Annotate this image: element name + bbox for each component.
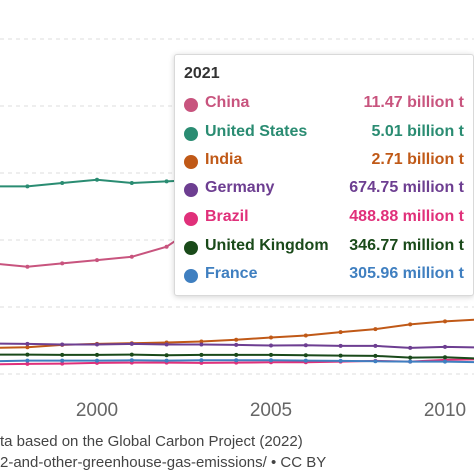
tooltip-row-brazil: Brazil 488.88 million t (184, 206, 474, 232)
tooltip-row-united-states: United States 5.01 billion t (184, 121, 474, 147)
data-point (408, 345, 413, 350)
data-point (234, 358, 239, 363)
data-point (129, 341, 134, 346)
tooltip-series-value: 11.47 billion t (363, 94, 464, 111)
data-point (95, 352, 99, 357)
data-point (338, 353, 343, 358)
tooltip-series-value: 305.96 million t (349, 265, 464, 282)
data-point (164, 342, 169, 347)
data-point (269, 352, 273, 357)
data-point (234, 337, 239, 342)
legend-dot-icon (184, 269, 198, 283)
tooltip-series-value: 488.88 million t (349, 208, 464, 225)
data-point (60, 342, 65, 347)
data-point (164, 353, 169, 358)
data-point (303, 333, 308, 338)
data-point (373, 327, 378, 332)
data-point (129, 181, 134, 185)
data-point (60, 181, 65, 185)
data-point (199, 358, 204, 363)
legend-dot-icon (184, 183, 198, 197)
data-point (25, 352, 30, 357)
data-point (373, 343, 378, 348)
data-point (25, 345, 30, 350)
data-point (95, 358, 99, 363)
data-point (303, 358, 308, 363)
x-axis-ticks: 199520002005201020152021 (76, 400, 466, 421)
data-point (373, 353, 378, 358)
data-point (338, 330, 343, 335)
data-point (408, 355, 413, 360)
data-point (95, 342, 99, 347)
hover-tooltip: 2021 China 11.47 billion t United States… (174, 54, 474, 296)
data-point (408, 359, 413, 364)
data-point (129, 358, 134, 363)
data-point (443, 344, 447, 349)
data-point (60, 261, 65, 266)
tooltip-row-india: India 2.71 billion t (184, 149, 474, 175)
data-point (25, 361, 30, 366)
data-point (443, 355, 447, 360)
data-point (60, 358, 65, 363)
data-point (269, 335, 273, 340)
legend-dot-icon (184, 127, 198, 141)
data-point (303, 343, 308, 348)
tooltip-series-name: France (205, 265, 258, 282)
legend-dot-icon (184, 241, 198, 255)
data-point (25, 184, 30, 189)
tooltip-row-france: France 305.96 million t (184, 263, 474, 289)
data-point (269, 343, 273, 348)
data-point (129, 254, 134, 259)
tooltip-series-value: 2.71 billion t (371, 151, 464, 168)
tooltip-year: 2021 (184, 65, 220, 82)
source-url: 2-and-other-greenhouse-gas-emissions/ • … (0, 454, 327, 471)
data-point (234, 342, 239, 347)
tooltip-series-name: Brazil (205, 208, 249, 225)
data-point (25, 264, 30, 269)
x-tick-label: 2000 (76, 400, 118, 421)
data-point (95, 258, 99, 263)
x-tick-label: 2005 (250, 400, 292, 421)
tooltip-row-germany: Germany 674.75 million t (184, 177, 474, 203)
data-point (199, 352, 204, 357)
tooltip-row-china: China 11.47 billion t (184, 92, 474, 118)
data-point (338, 358, 343, 363)
data-point (269, 358, 273, 363)
data-point (60, 352, 65, 357)
data-point (25, 358, 30, 363)
tooltip-series-name: India (205, 151, 243, 168)
tooltip-series-value: 346.77 million t (349, 237, 464, 254)
data-point (443, 319, 447, 324)
data-point (234, 352, 239, 357)
tooltip-series-value: 674.75 million t (349, 179, 464, 196)
data-point (129, 352, 134, 357)
data-point (164, 358, 169, 363)
legend-dot-icon (184, 98, 198, 112)
tooltip-row-united-kingdom: United Kingdom 346.77 million t (184, 235, 474, 261)
data-point (164, 179, 169, 184)
data-point (199, 342, 204, 347)
data-point (199, 339, 204, 344)
tooltip-series-name: China (205, 94, 250, 111)
data-point (443, 359, 447, 364)
data-point (408, 322, 413, 327)
data-point (303, 353, 308, 358)
data-point (60, 361, 65, 366)
source-note: ta based on the Global Carbon Project (2… (0, 433, 303, 450)
legend-dot-icon (184, 212, 198, 226)
data-point (373, 359, 378, 364)
data-point (25, 341, 30, 346)
data-point (95, 177, 99, 182)
data-point (338, 343, 343, 348)
x-tick-label: 2010 (424, 400, 466, 421)
tooltip-series-name: United Kingdom (205, 237, 329, 254)
data-point (164, 244, 169, 249)
legend-dot-icon (184, 155, 198, 169)
tooltip-series-value: 5.01 billion t (371, 123, 464, 140)
tooltip-series-name: Germany (205, 179, 275, 196)
tooltip-series-name: United States (205, 123, 308, 140)
